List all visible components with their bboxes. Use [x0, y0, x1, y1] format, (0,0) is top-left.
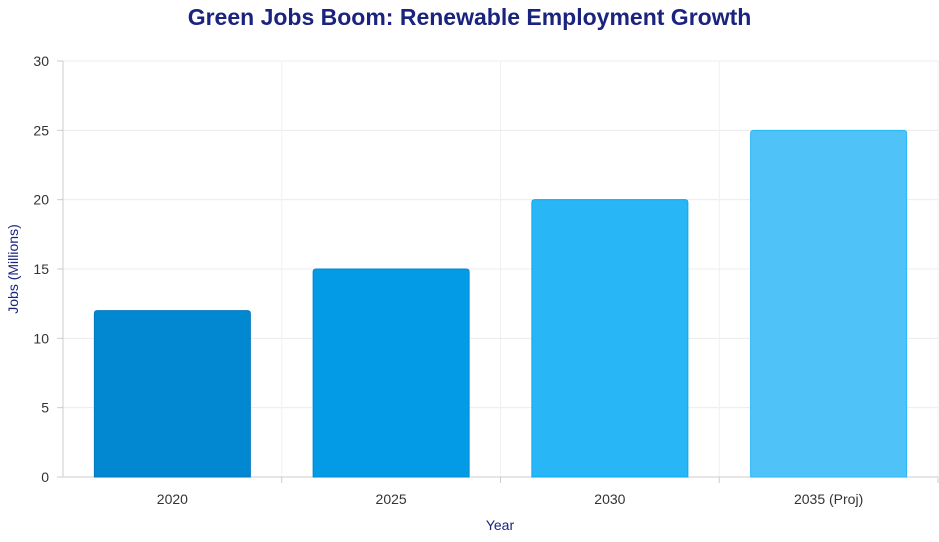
grid-lines: [63, 60, 939, 477]
y-tick-label: 15: [33, 261, 49, 277]
x-tick-label: 2030: [594, 491, 625, 507]
y-axis-title: Jobs (Millions): [5, 224, 21, 313]
x-tick-label: 2020: [157, 491, 188, 507]
x-tick-label: 2025: [376, 491, 407, 507]
bars: [93, 129, 908, 478]
bar-2035[interactable]: [750, 129, 908, 478]
y-tick-label: 5: [41, 400, 49, 416]
bar-2025[interactable]: [312, 268, 470, 478]
y-tick-label: 0: [41, 469, 49, 485]
y-tick-label: 10: [33, 330, 49, 346]
chart-title: Green Jobs Boom: Renewable Employment Gr…: [187, 4, 752, 30]
bar-2020[interactable]: [93, 310, 251, 478]
x-axis-title: Year: [486, 517, 515, 533]
y-tick-label: 20: [33, 192, 49, 208]
bar-2030[interactable]: [531, 199, 689, 478]
y-tick-label: 30: [33, 53, 49, 69]
y-tick-label: 25: [33, 122, 49, 138]
x-tick-label: 2035 (Proj): [794, 491, 863, 507]
